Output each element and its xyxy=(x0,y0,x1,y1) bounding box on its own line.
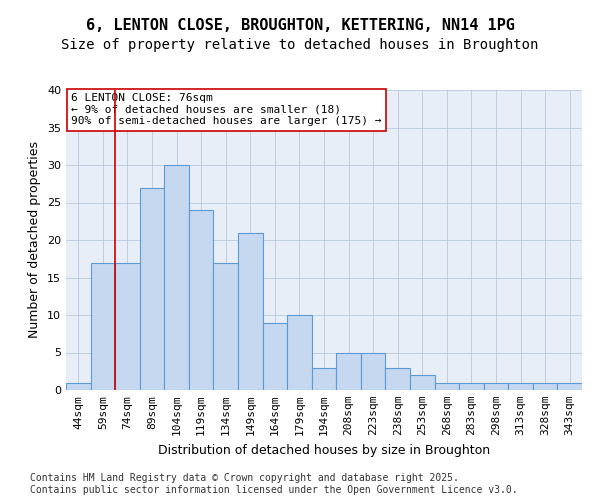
Bar xyxy=(336,352,361,390)
Bar xyxy=(533,382,557,390)
Bar xyxy=(91,262,115,390)
Bar xyxy=(312,368,336,390)
Bar xyxy=(164,165,189,390)
Bar xyxy=(385,368,410,390)
Bar xyxy=(508,382,533,390)
Bar xyxy=(115,262,140,390)
Bar xyxy=(140,188,164,390)
Bar xyxy=(66,382,91,390)
Bar xyxy=(263,322,287,390)
Bar xyxy=(214,262,238,390)
Bar xyxy=(287,315,312,390)
X-axis label: Distribution of detached houses by size in Broughton: Distribution of detached houses by size … xyxy=(158,444,490,456)
Bar xyxy=(361,352,385,390)
Bar xyxy=(238,232,263,390)
Bar xyxy=(189,210,214,390)
Text: Size of property relative to detached houses in Broughton: Size of property relative to detached ho… xyxy=(61,38,539,52)
Y-axis label: Number of detached properties: Number of detached properties xyxy=(28,142,41,338)
Bar xyxy=(459,382,484,390)
Bar xyxy=(434,382,459,390)
Bar xyxy=(484,382,508,390)
Text: Contains HM Land Registry data © Crown copyright and database right 2025.
Contai: Contains HM Land Registry data © Crown c… xyxy=(30,474,518,495)
Text: 6, LENTON CLOSE, BROUGHTON, KETTERING, NN14 1PG: 6, LENTON CLOSE, BROUGHTON, KETTERING, N… xyxy=(86,18,514,32)
Bar xyxy=(557,382,582,390)
Bar xyxy=(410,375,434,390)
Text: 6 LENTON CLOSE: 76sqm
← 9% of detached houses are smaller (18)
90% of semi-detac: 6 LENTON CLOSE: 76sqm ← 9% of detached h… xyxy=(71,93,382,126)
